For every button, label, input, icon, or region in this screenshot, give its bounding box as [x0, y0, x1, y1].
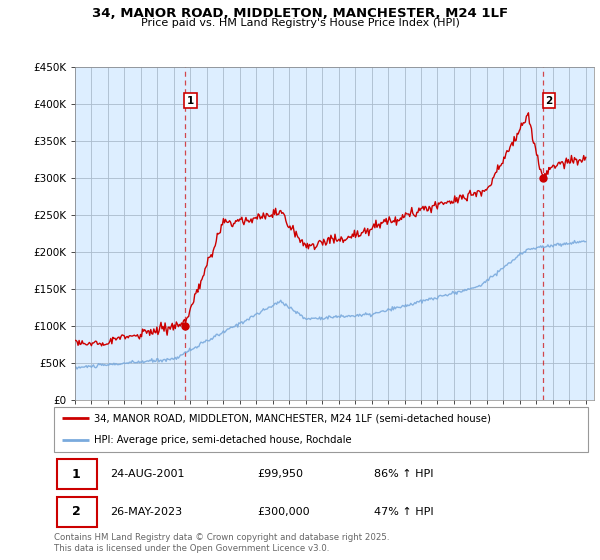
Text: 2: 2	[72, 506, 81, 519]
Text: 34, MANOR ROAD, MIDDLETON, MANCHESTER, M24 1LF: 34, MANOR ROAD, MIDDLETON, MANCHESTER, M…	[92, 7, 508, 20]
Text: 24-AUG-2001: 24-AUG-2001	[110, 469, 185, 479]
Text: Contains HM Land Registry data © Crown copyright and database right 2025.
This d: Contains HM Land Registry data © Crown c…	[54, 533, 389, 553]
Text: 26-MAY-2023: 26-MAY-2023	[110, 507, 182, 517]
Text: 2: 2	[545, 96, 553, 105]
Text: 34, MANOR ROAD, MIDDLETON, MANCHESTER, M24 1LF (semi-detached house): 34, MANOR ROAD, MIDDLETON, MANCHESTER, M…	[94, 413, 491, 423]
Text: 1: 1	[187, 96, 194, 105]
Text: 86% ↑ HPI: 86% ↑ HPI	[374, 469, 434, 479]
FancyBboxPatch shape	[54, 407, 588, 452]
Text: 1: 1	[72, 468, 81, 480]
FancyBboxPatch shape	[56, 459, 97, 489]
Text: £300,000: £300,000	[257, 507, 310, 517]
Text: £99,950: £99,950	[257, 469, 303, 479]
FancyBboxPatch shape	[56, 497, 97, 527]
Text: Price paid vs. HM Land Registry's House Price Index (HPI): Price paid vs. HM Land Registry's House …	[140, 18, 460, 28]
Text: 47% ↑ HPI: 47% ↑ HPI	[374, 507, 434, 517]
Text: HPI: Average price, semi-detached house, Rochdale: HPI: Average price, semi-detached house,…	[94, 435, 352, 445]
